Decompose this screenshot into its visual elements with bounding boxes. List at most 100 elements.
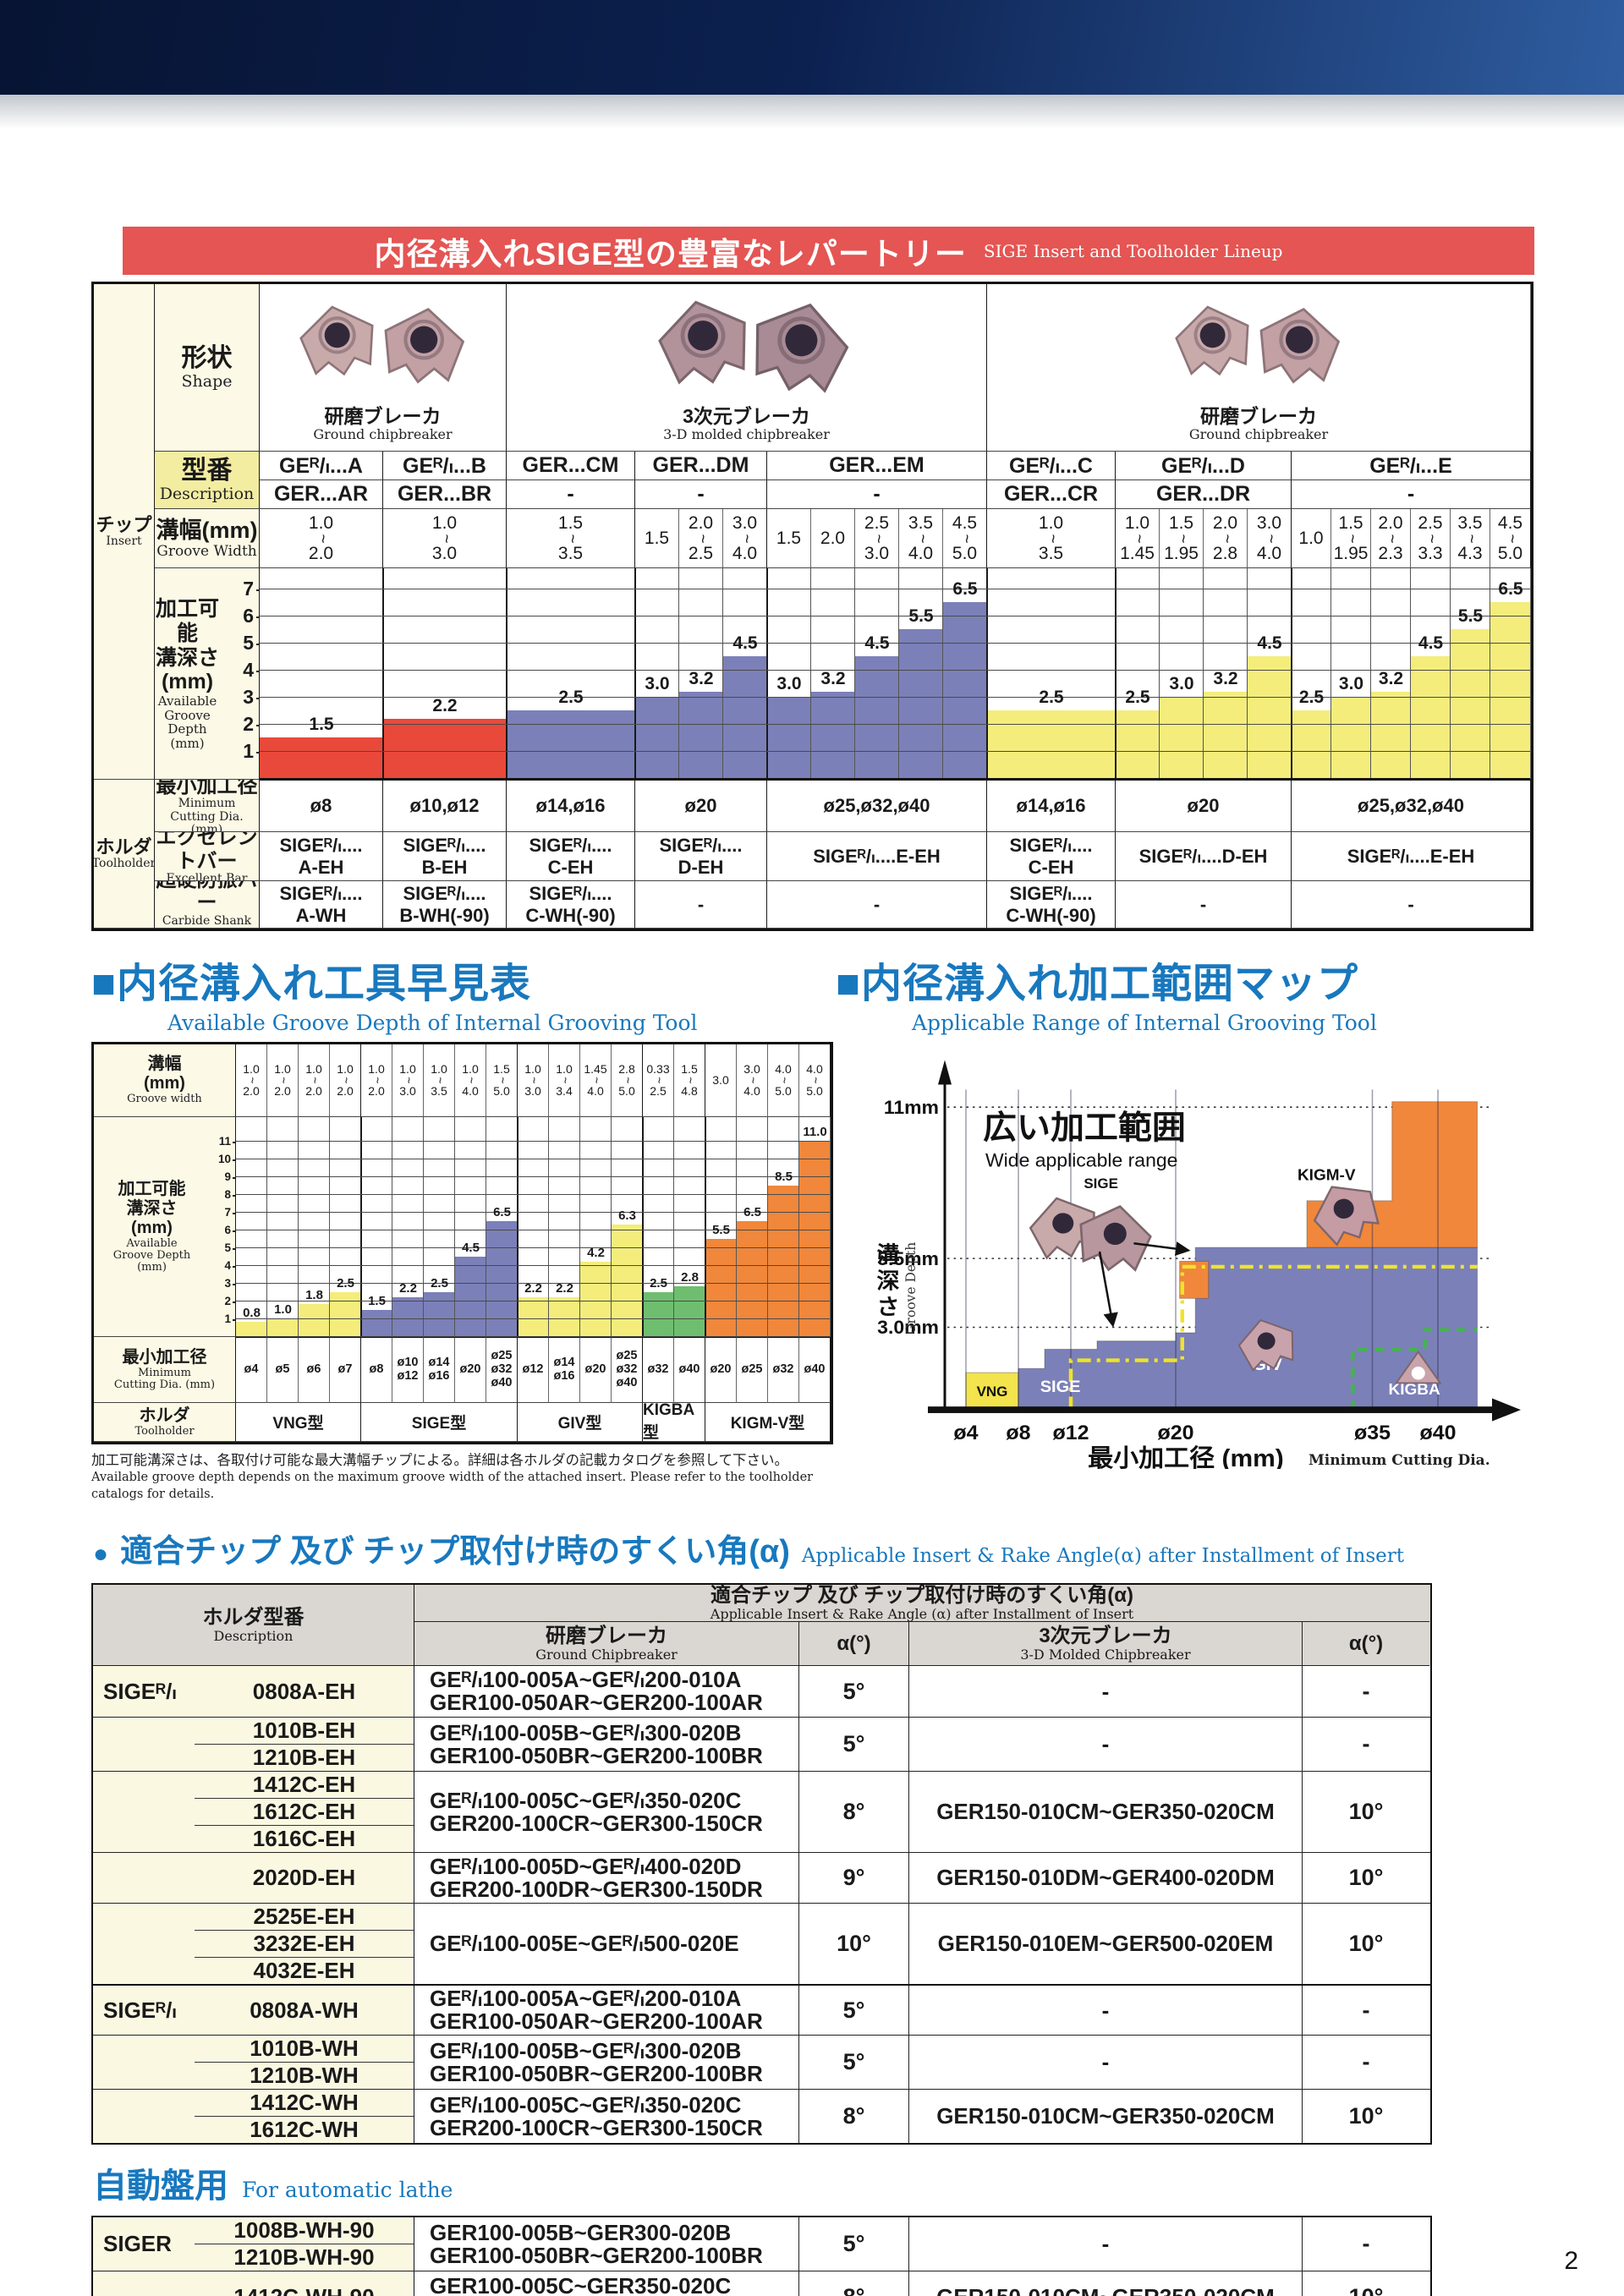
q-gridline [236, 1141, 830, 1142]
q-column-divider [611, 1117, 612, 1336]
map-arrow [1098, 1251, 1118, 1328]
range-top: 1.0 [243, 1062, 260, 1077]
groove-width-cell: 2.0 ~2.3 [1371, 509, 1411, 568]
holder-model: 0808A-EH [252, 1678, 356, 1704]
quick-table-section: ■内径溝入れ工具早見表 Available Groove Depth of In… [91, 950, 836, 1503]
row-label-shape-jp: 形状 [181, 343, 233, 372]
q-row-label-holder-en: Toolholder [134, 1424, 195, 1438]
q-depth-bar [580, 1261, 612, 1336]
holder-model: 1210B-WH-90 [195, 2244, 414, 2271]
min-dia-cell: ø25,ø32,ø40 [767, 780, 987, 832]
q-min-dia-cell: ø32 [768, 1337, 799, 1403]
depth-bar [1371, 691, 1411, 778]
holder-models: 1412C-EH 1612C-EH 1616C-EH [195, 1772, 414, 1853]
rake-table-header: ホルダ型番 Description 適合チップ 及び チップ取付け時のすくい角(… [93, 1584, 1430, 1667]
q-column-divider [705, 1117, 706, 1336]
q-depth-bar-value: 2.2 [524, 1280, 542, 1296]
q-depth-bar [392, 1296, 424, 1336]
rake-angle-ground: 5° [799, 1666, 909, 1718]
range-bottom: 4.0 [462, 1084, 479, 1098]
range-bottom: 2.0 [274, 1084, 291, 1098]
depth-bar-value: 2.5 [1039, 688, 1064, 707]
range-top: 3.5 [908, 513, 934, 534]
range-squiggle: ~ [1342, 533, 1361, 544]
carbide-bar-cell: SIGEᴿ/ₗ.... B-WH(-90) [383, 881, 507, 929]
q-groove-width-cell: 2.8 ~5.0 [612, 1044, 643, 1117]
range-map-title: ■内径溝入れ加工範囲マップ Applicable Range of Intern… [836, 950, 1534, 1035]
q-holder-cell: KIGM-V型 [705, 1403, 831, 1442]
range-bottom: 3.0 [399, 1084, 416, 1098]
row-label-min-dia-en: Minimum Cutting Dia. (mm) [170, 797, 244, 832]
row-label-groove-width-jp: 溝幅(mm) [156, 517, 258, 543]
gridline [260, 696, 1530, 698]
range-top: 4.5 [1497, 513, 1523, 534]
depth-bar-value: 1.5 [309, 715, 334, 734]
range-squiggle: ~ [1502, 533, 1521, 544]
rake-angle-molded: - [1362, 2231, 1370, 2257]
top-banner [0, 0, 1624, 95]
q-column-divider [298, 1117, 299, 1336]
holder-brand: SIGEᴿ/ₗ [93, 1986, 195, 2036]
range-squiggle: ~ [527, 1077, 541, 1084]
holder-model: 2525E-EH [253, 1904, 355, 1930]
q-groove-width-cell: 3.0 ~4.0 [737, 1044, 768, 1117]
q-min-dia-cell: ø14 ø16 [549, 1337, 580, 1403]
groove-width-cell: 3.5 ~4.3 [1451, 509, 1490, 568]
lineup-title-banner: 内径溝入れSIGE型の豊富なレパートリー SIGE Insert and Too… [123, 227, 1534, 275]
depth-bar-value: 2.5 [1298, 688, 1325, 707]
q-column-divider [548, 1117, 549, 1336]
range-top: 3.5 [1457, 513, 1483, 534]
q-depth-axis-tick: 5 [224, 1241, 235, 1254]
range-top: 4.0 [775, 1062, 792, 1077]
range-top: 1.0 [431, 1062, 447, 1077]
holder-brand [93, 1718, 195, 1772]
holder-model: 1616C-EH [195, 1825, 414, 1852]
q-holder-cell: VNG型 [236, 1403, 361, 1442]
depth-bar-value: 3.2 [1213, 668, 1238, 688]
groove-width-cell: 3.0 ~4.0 [723, 509, 767, 568]
groove-width-cell: 3.5 ~4.0 [899, 509, 943, 568]
q-row-label-dia-jp: 最小加工径 [122, 1347, 207, 1367]
range-squiggle: ~ [590, 1077, 604, 1084]
q-depth-axis-tick: 2 [224, 1295, 235, 1307]
holder-brand: SIGEᴿ/ₗ [93, 1666, 195, 1718]
insert-description-cell: GER...EM [767, 452, 987, 480]
map-text: KIGM-V [1298, 1166, 1356, 1184]
map-text: 3.0mm [877, 1317, 939, 1339]
holder-models: 0808A-WH [195, 1986, 414, 2036]
q-groove-width-cell: 1.0 ~3.4 [549, 1044, 580, 1117]
insert-photo [1175, 305, 1341, 384]
q-min-dia-cell: ø6 [299, 1337, 330, 1403]
range-squiggle: ~ [652, 1077, 667, 1084]
q-depth-chart: 0.8 1.0 1.8 2.5 1.5 2.2 2.5 4.5 6.5 2.2 2.2 4.2 6.3 2… [236, 1117, 831, 1337]
depth-bar [679, 691, 723, 778]
map-text: 最小加工径 (mm) [1088, 1444, 1284, 1469]
depth-axis-tick: 5 [243, 632, 259, 654]
q-depth-bar-value: 2.2 [556, 1280, 573, 1296]
molded-chipbreaker-range: - [909, 1986, 1303, 2036]
depth-bar [855, 656, 899, 778]
range-bottom: 3.3 [1418, 543, 1443, 563]
groove-width-cell: 1.0 ~2.0 [260, 509, 383, 568]
map-arrow [1133, 1241, 1191, 1257]
q-column-divider [767, 1117, 768, 1336]
col-header-alpha-2: α(°) [1303, 1622, 1429, 1667]
chipbreaker-type-jp: 研磨ブレーカ [324, 404, 442, 427]
range-bottom: 4.3 [1457, 543, 1483, 563]
groove-width-cell: 1.0 ~1.45 [1116, 509, 1160, 568]
row-label-min-dia: 最小加工径 Minimum Cutting Dia. (mm) [155, 780, 260, 832]
depth-bar [507, 710, 635, 778]
q-depth-bar-value: 6.5 [493, 1204, 511, 1219]
range-bottom: 4.0 [908, 543, 934, 563]
q-depth-bar-value: 2.5 [431, 1275, 448, 1290]
range-top: 1.0 [462, 1062, 479, 1077]
holder-models: 2020D-EH [195, 1853, 414, 1904]
holder-models: 1412C-WH-90 [195, 2271, 414, 2296]
range-top: 1.0 [556, 1062, 573, 1077]
auto-lathe-table: SIGER 1008B-WH-90 1210B-WH-90 GER100-005B~G… [91, 2216, 1432, 2296]
excellent-bar-cell: SIGEᴿ/ₗ.... A-EH [260, 832, 383, 881]
map-text: VNG [977, 1384, 1008, 1400]
col-header-molded: 3次元ブレーカ 3-D Molded Chipbreaker [909, 1622, 1303, 1667]
range-squiggle: ~ [558, 1077, 573, 1084]
q-holder-cell: KIGBA型 [643, 1403, 705, 1442]
